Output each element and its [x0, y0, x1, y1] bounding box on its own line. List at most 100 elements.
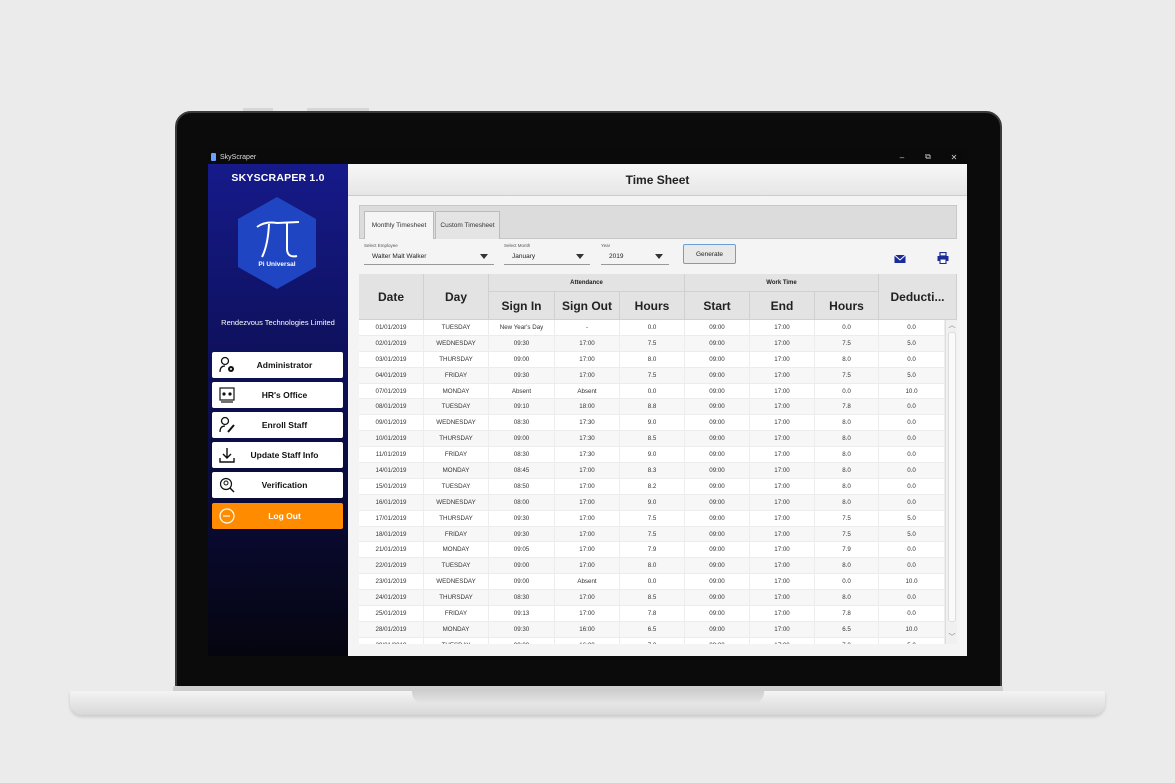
cell-work-hours: 7.8 — [815, 399, 879, 415]
year-label: Year — [601, 243, 611, 248]
employee-select[interactable]: Walter Malt Walker — [364, 249, 494, 265]
table-row[interactable]: 10/01/2019 THURSDAY 09:00 17:30 8.5 09:00 17:0… — [359, 431, 945, 448]
cell-sign-out: 17:00 — [555, 590, 620, 606]
table-row[interactable]: 07/01/2019 MONDAY Absent Absent 0.0 09:00 17:0… — [359, 383, 945, 400]
cell-deduction: 0.0 — [879, 351, 945, 367]
restore-button[interactable]: ⧉ — [925, 152, 931, 161]
cell-end: 17:00 — [750, 590, 815, 606]
table-row[interactable]: 16/01/2019 WEDNESDAY 08:00 17:00 9.0 09:00 17:… — [359, 494, 945, 511]
cell-day: TUESDAY — [424, 399, 489, 415]
print-icon[interactable] — [937, 251, 949, 265]
cell-sign-out: 18:00 — [555, 399, 620, 415]
vertical-scrollbar[interactable]: ︿ ﹀ — [945, 320, 957, 644]
cell-hours: 8.0 — [620, 351, 685, 367]
minimize-button[interactable]: – — [899, 152, 905, 162]
cell-sign-out: 16:00 — [555, 637, 620, 644]
header-sign-in[interactable]: Sign In — [489, 292, 555, 320]
table-row[interactable]: 23/01/2019 WEDNESDAY 09:00 Absent 0.0 09:00 17… — [359, 574, 945, 591]
table-row[interactable]: 29/01/2019TUESDAY09:0016:007.009:0017:00… — [359, 637, 945, 644]
hr-office-icon — [216, 384, 238, 406]
cell-deduction: 0.0 — [879, 590, 945, 606]
logo-label: Pi Universal — [258, 261, 296, 268]
cell-sign-out: 17:00 — [555, 478, 620, 494]
cell-sign-out: 17:30 — [555, 447, 620, 463]
header-end[interactable]: End — [750, 292, 815, 320]
cell-work-hours: 8.0 — [815, 463, 879, 478]
table-row[interactable]: 03/01/2019 THURSDAY 09:00 17:00 8.0 09:00 17:0… — [359, 351, 945, 368]
header-date[interactable]: Date — [359, 274, 424, 320]
header-hours-attendance[interactable]: Hours — [620, 292, 685, 320]
table-row[interactable]: 21/01/2019 MONDAY 09:05 17:00 7.9 09:00 17:00 7… — [359, 542, 945, 559]
cell-end: 17:00 — [750, 574, 815, 590]
email-icon[interactable] — [894, 252, 906, 264]
year-select[interactable]: 2019 — [601, 249, 669, 265]
table-row[interactable]: 04/01/2019 FRIDAY 09:30 17:00 7.5 09:00 17:00 7… — [359, 367, 945, 384]
header-hours-worktime[interactable]: Hours — [815, 292, 879, 320]
scroll-up-icon[interactable]: ︿ — [948, 322, 956, 329]
nav-logout-button[interactable]: Log Out — [212, 503, 343, 529]
cell-end: 17:00 — [750, 637, 815, 644]
scrollbar-thumb[interactable] — [948, 332, 956, 622]
cell-end: 17:00 — [750, 351, 815, 367]
cell-work-hours: 7.5 — [815, 526, 879, 542]
header-sign-out[interactable]: Sign Out — [555, 292, 620, 320]
generate-button[interactable]: Generate — [683, 244, 736, 264]
cell-sign-out: Absent — [555, 383, 620, 399]
enroll-user-pen-icon — [216, 414, 238, 436]
cell-end: 17:00 — [750, 494, 815, 510]
cell-day: TUESDAY — [424, 558, 489, 574]
cell-end: 17:00 — [750, 606, 815, 621]
table-row[interactable]: 14/01/2019 MONDAY 08:45 17:00 8.3 09:00 17:00 8… — [359, 463, 945, 479]
cell-hours: 0.0 — [620, 320, 685, 335]
year-value: 2019 — [609, 253, 624, 260]
table-row[interactable]: 28/01/2019 MONDAY 09:30 16:00 6.5 09:00 17:00 6… — [359, 621, 945, 638]
scroll-down-icon[interactable]: ﹀ — [948, 634, 956, 641]
cell-day: WEDNESDAY — [424, 494, 489, 510]
app-screen: SkyScraper – ⧉ ✕ SKYSCRAPER 1.0 Pi Unive… — [208, 150, 967, 656]
cell-hours: 7.9 — [620, 542, 685, 558]
nav-administrator-button[interactable]: Administrator — [212, 352, 343, 378]
table-row[interactable]: 18/01/2019 FRIDAY 09:30 17:00 7.5 09:00 17:00 7… — [359, 526, 945, 543]
cell-sign-in: 09:00 — [489, 558, 555, 574]
cell-deduction: 0.0 — [879, 478, 945, 494]
table-row[interactable]: 09/01/2019 WEDNESDAY 08:30 17:30 9.0 09:00 17:… — [359, 415, 945, 432]
cell-end: 17:00 — [750, 542, 815, 558]
cell-end: 17:00 — [750, 431, 815, 447]
cell-deduction: 5.0 — [879, 637, 945, 644]
table-row[interactable]: 24/01/2019 THURSDAY 08:30 17:00 8.5 09:00 17:0… — [359, 590, 945, 607]
cell-sign-in: 09:30 — [489, 367, 555, 383]
table-row[interactable]: 17/01/2019 THURSDAY 09:30 17:00 7.5 09:00 17:0… — [359, 510, 945, 527]
cell-start: 09:00 — [685, 590, 750, 606]
close-button[interactable]: ✕ — [950, 152, 958, 162]
cell-end: 17:00 — [750, 510, 815, 526]
cell-deduction: 0.0 — [879, 463, 945, 478]
cell-hours: 7.5 — [620, 510, 685, 526]
header-deductions[interactable]: Deducti... — [879, 274, 957, 320]
cell-date: 08/01/2019 — [359, 399, 424, 415]
cell-hours: 7.5 — [620, 526, 685, 542]
table-row[interactable]: 02/01/2019 WEDNESDAY 09:30 17:00 7.5 09:00 17:… — [359, 335, 945, 352]
month-select[interactable]: January — [504, 249, 590, 265]
tab-monthly-timesheet[interactable]: Monthly Timesheet — [364, 211, 434, 239]
header-start[interactable]: Start — [685, 292, 750, 320]
table-row[interactable]: 15/01/2019 TUESDAY 08:50 17:00 8.2 09:00 17:00… — [359, 478, 945, 495]
tab-custom-timesheet[interactable]: Custom Timesheet — [435, 211, 500, 239]
table-row[interactable]: 08/01/2019 TUESDAY 09:10 18:00 8.8 09:00 17:00… — [359, 399, 945, 416]
cell-date: 15/01/2019 — [359, 478, 424, 494]
table-row[interactable]: 11/01/2019 FRIDAY 08:30 17:30 9.0 09:00 17:00 8… — [359, 447, 945, 464]
cell-day: MONDAY — [424, 383, 489, 399]
cell-day: TUESDAY — [424, 320, 489, 335]
nav-hr-office-button[interactable]: HR's Office — [212, 382, 343, 408]
nav-update-staff-info-button[interactable]: Update Staff Info — [212, 442, 343, 468]
table-row[interactable]: 22/01/2019 TUESDAY 09:00 17:00 8.0 09:00 17:00… — [359, 558, 945, 575]
header-day[interactable]: Day — [424, 274, 489, 320]
nav-verification-button[interactable]: Verification — [212, 472, 343, 498]
cell-start: 09:00 — [685, 447, 750, 463]
cell-sign-in: Absent — [489, 383, 555, 399]
cell-start: 09:00 — [685, 494, 750, 510]
nav-enroll-staff-button[interactable]: Enroll Staff — [212, 412, 343, 438]
window-titlebar: SkyScraper – ⧉ ✕ — [208, 150, 967, 164]
table-row[interactable]: 01/01/2019 TUESDAY New Year's Day -0.0 09:00… — [359, 320, 945, 336]
cell-deduction: 0.0 — [879, 542, 945, 558]
table-row[interactable]: 25/01/2019 FRIDAY 09:13 17:00 7.8 09:00 17:00 7… — [359, 606, 945, 622]
